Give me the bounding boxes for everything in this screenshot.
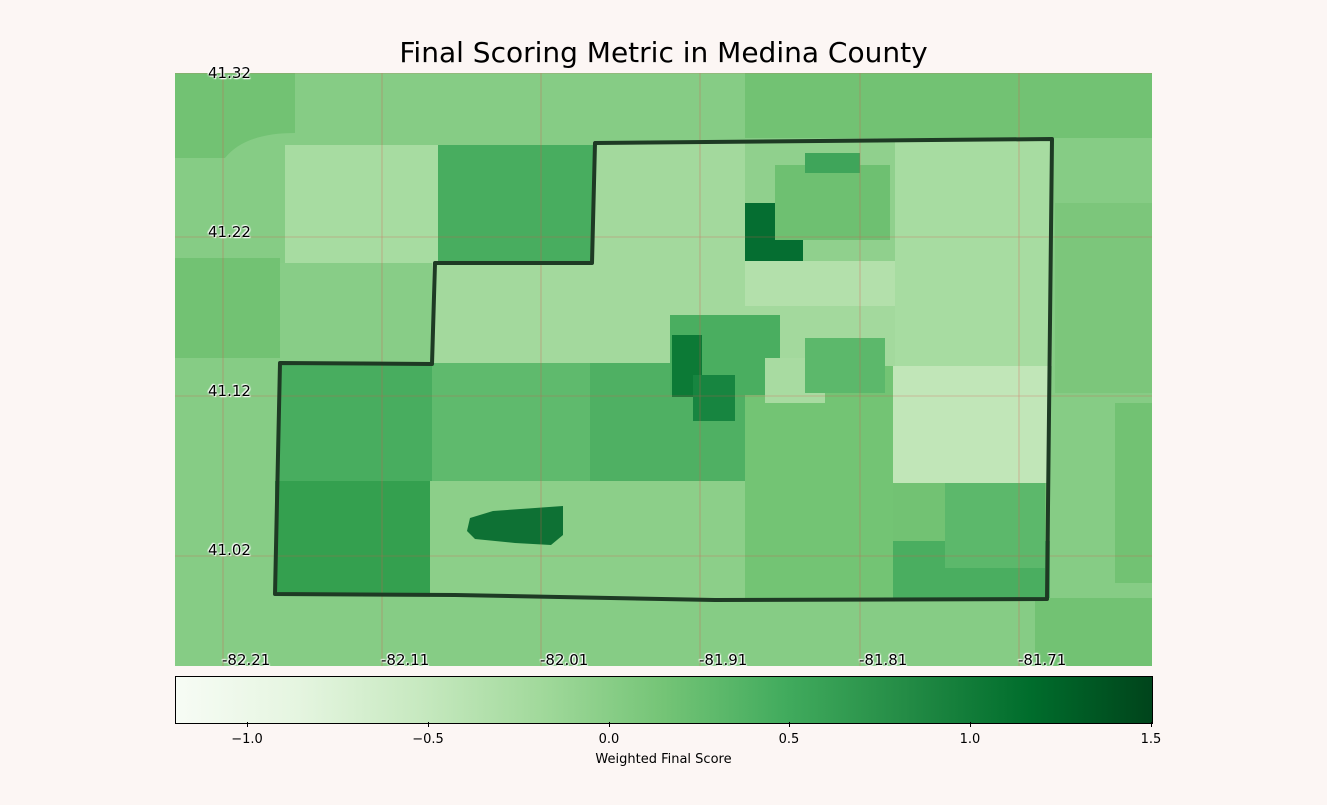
graticule <box>175 73 1152 666</box>
tract-outer-se <box>1035 598 1152 666</box>
colorbar-tick-label: −1.0 <box>231 732 263 747</box>
lon-label: -81.81 <box>859 651 908 669</box>
tract-east-bright <box>893 366 1050 483</box>
colorbar-tick-label: 1.5 <box>1140 732 1162 747</box>
tract-ne-right <box>895 141 1052 366</box>
tract-town-se-cluster <box>945 483 1045 568</box>
colorbar-tick <box>970 722 971 727</box>
colorbar-tick <box>1151 722 1152 727</box>
tract-urban-center-mid <box>805 338 885 393</box>
tract-outer-w <box>175 258 280 358</box>
tract-outer-ne <box>745 73 1152 138</box>
tract-urban-ne2 <box>805 153 860 173</box>
tract-ne-mid <box>745 261 895 306</box>
county-boundary <box>273 137 1054 602</box>
tract-east-mid <box>745 366 893 598</box>
colorbar-tick-label: 0.5 <box>778 732 800 747</box>
tract-west-low <box>275 481 430 596</box>
tract-west-upper <box>280 263 432 363</box>
lat-label: 41.22 <box>208 223 251 241</box>
tract-outer-nw <box>175 73 295 158</box>
colorbar-tick-label: 0.0 <box>598 732 620 747</box>
tract-outer-ne2 <box>1055 203 1152 393</box>
colorbar-tick <box>428 722 429 727</box>
lon-label: -82.11 <box>381 651 430 669</box>
colorbar-tick <box>247 722 248 727</box>
colorbar <box>175 676 1153 724</box>
lat-label: 41.12 <box>208 382 251 400</box>
tract-center-mid <box>432 363 590 481</box>
lat-label: 41.32 <box>208 64 251 82</box>
lon-label: -81.91 <box>699 651 748 669</box>
colorbar-tick-label: −0.5 <box>412 732 444 747</box>
tract-urban-ne <box>775 165 890 240</box>
tract-center-left-upper <box>432 263 593 363</box>
tract-n-center-left <box>438 145 593 263</box>
tract-town-sw <box>467 506 563 545</box>
colorbar-tick <box>789 722 790 727</box>
colorbar-tick-label: 1.0 <box>959 732 981 747</box>
colorbar-title: Weighted Final Score <box>595 752 732 767</box>
colorbar-tick <box>609 722 610 727</box>
tract-urban-center-dark2 <box>693 375 735 421</box>
lon-label: -81.71 <box>1018 651 1067 669</box>
tract-south-center <box>430 481 745 598</box>
tract-west-mid <box>278 363 432 481</box>
lon-label: -82.01 <box>540 651 589 669</box>
map-title: Final Scoring Metric in Medina County <box>399 36 928 69</box>
lat-label: 41.02 <box>208 541 251 559</box>
tract-outer-e <box>1115 403 1152 583</box>
lon-label: -82.21 <box>222 651 271 669</box>
tract-nw <box>285 145 438 263</box>
choropleth-map <box>175 73 1152 666</box>
